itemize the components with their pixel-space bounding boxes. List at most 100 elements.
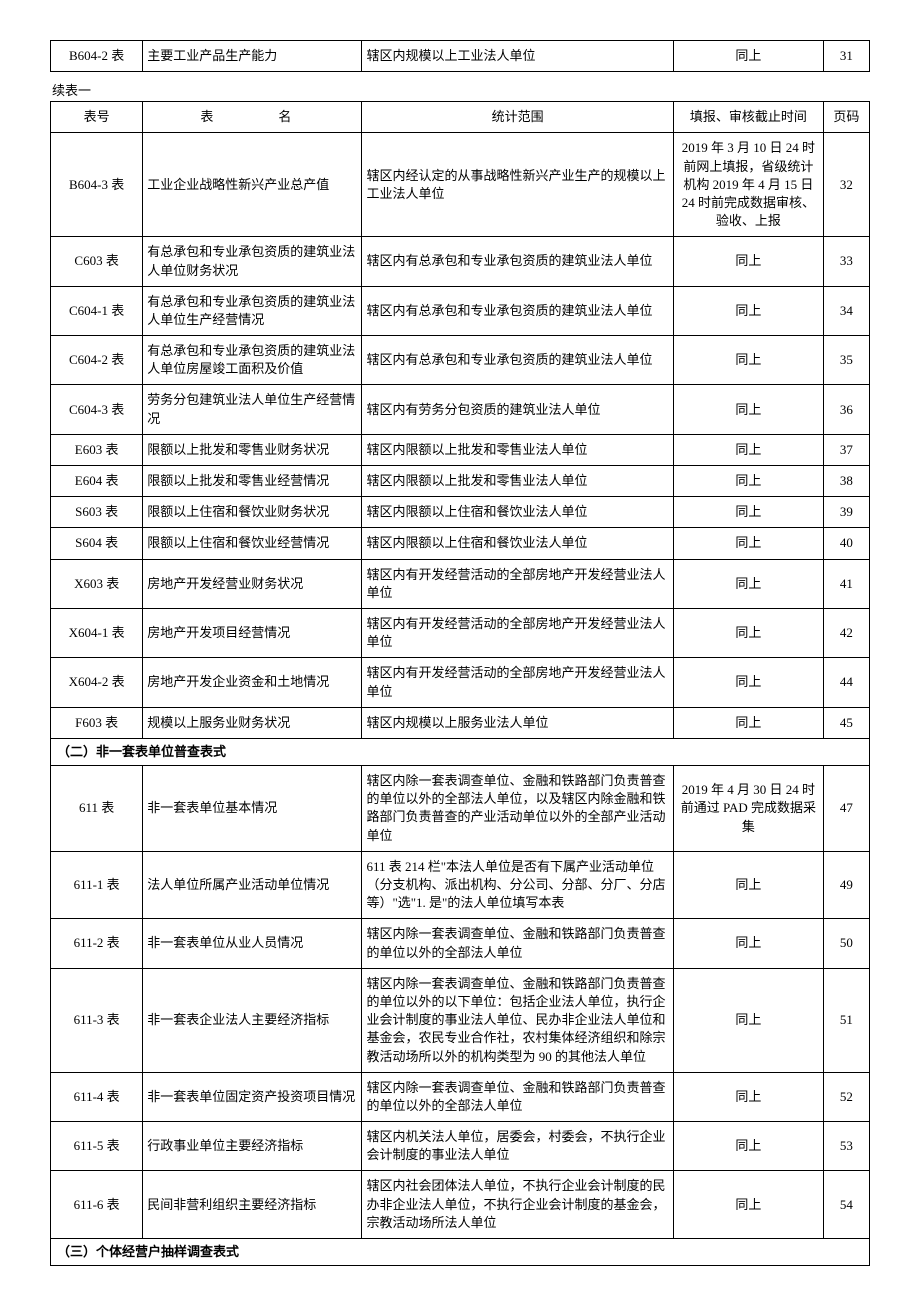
table-row: B604-2 表主要工业产品生产能力辖区内规模以上工业法人单位同上31 (51, 41, 870, 72)
cell-tname: 非一套表单位基本情况 (143, 766, 362, 852)
cell-tno: 611-1 表 (51, 851, 143, 919)
cell-page: 37 (823, 434, 869, 465)
header-page: 页码 (823, 102, 869, 133)
cell-tname: 限额以上住宿和餐饮业财务状况 (143, 497, 362, 528)
table-row: 611-2 表非一套表单位从业人员情况辖区内除一套表调查单位、金融和铁路部门负责… (51, 919, 870, 968)
cell-scope: 辖区内规模以上工业法人单位 (362, 41, 673, 72)
table-row: 611 表非一套表单位基本情况辖区内除一套表调查单位、金融和铁路部门负责普查的单… (51, 766, 870, 852)
header-scope: 统计范围 (362, 102, 673, 133)
cell-page: 33 (823, 237, 869, 286)
cell-tno: E603 表 (51, 434, 143, 465)
table-row: 611-3 表非一套表企业法人主要经济指标辖区内除一套表调查单位、金融和铁路部门… (51, 968, 870, 1072)
cell-tno: C604-1 表 (51, 286, 143, 335)
cell-scope: 辖区内除一套表调查单位、金融和铁路部门负责普查的单位以外的全部法人单位 (362, 1072, 673, 1121)
cell-page: 45 (823, 707, 869, 738)
cell-page: 40 (823, 528, 869, 559)
table-row: 611-1 表法人单位所属产业活动单位情况611 表 214 栏"本法人单位是否… (51, 851, 870, 919)
table-row: C604-1 表有总承包和专业承包资质的建筑业法人单位生产经营情况辖区内有总承包… (51, 286, 870, 335)
cell-tno: 611-2 表 (51, 919, 143, 968)
cell-page: 50 (823, 919, 869, 968)
cell-deadline: 同上 (673, 608, 823, 657)
table-row: C604-3 表劳务分包建筑业法人单位生产经营情况辖区内有劳务分包资质的建筑业法… (51, 385, 870, 434)
continue-label: 续表一 (52, 80, 870, 99)
cell-tno: C604-3 表 (51, 385, 143, 434)
table-row: 611-5 表行政事业单位主要经济指标辖区内机关法人单位，居委会，村委会，不执行… (51, 1122, 870, 1171)
cell-page: 34 (823, 286, 869, 335)
cell-tname: 房地产开发项目经营情况 (143, 608, 362, 657)
cell-tno: C604-2 表 (51, 336, 143, 385)
cell-page: 47 (823, 766, 869, 852)
cell-deadline: 同上 (673, 707, 823, 738)
cell-scope: 辖区内限额以上批发和零售业法人单位 (362, 466, 673, 497)
cell-scope: 辖区内除一套表调查单位、金融和铁路部门负责普查的单位以外的全部法人单位 (362, 919, 673, 968)
cell-tname: 限额以上批发和零售业财务状况 (143, 434, 362, 465)
section-title-cell: （三）个体经营户抽样调查表式 (51, 1239, 870, 1266)
cell-scope: 辖区内除一套表调查单位、金融和铁路部门负责普查的单位以外的全部法人单位，以及辖区… (362, 766, 673, 852)
cell-deadline: 同上 (673, 466, 823, 497)
cell-tno: B604-2 表 (51, 41, 143, 72)
cell-page: 49 (823, 851, 869, 919)
cell-page: 39 (823, 497, 869, 528)
cell-scope: 辖区内经认定的从事战略性新兴产业生产的规模以上工业法人单位 (362, 133, 673, 237)
table-row: C603 表有总承包和专业承包资质的建筑业法人单位财务状况辖区内有总承包和专业承… (51, 237, 870, 286)
cell-page: 41 (823, 559, 869, 608)
cell-page: 35 (823, 336, 869, 385)
cell-deadline: 同上 (673, 286, 823, 335)
cell-deadline: 同上 (673, 1072, 823, 1121)
cell-tname: 非一套表单位从业人员情况 (143, 919, 362, 968)
table-row: S603 表限额以上住宿和餐饮业财务状况辖区内限额以上住宿和餐饮业法人单位同上3… (51, 497, 870, 528)
main-table-body: 表号 表 名 统计范围 填报、审核截止时间 页码 B604-3 表工业企业战略性… (51, 102, 870, 1266)
cell-deadline: 同上 (673, 237, 823, 286)
table-row: C604-2 表有总承包和专业承包资质的建筑业法人单位房屋竣工面积及价值辖区内有… (51, 336, 870, 385)
header-tname: 表 名 (143, 102, 362, 133)
cell-deadline: 同上 (673, 1171, 823, 1239)
cell-tname: 劳务分包建筑业法人单位生产经营情况 (143, 385, 362, 434)
table-row: B604-3 表工业企业战略性新兴产业总产值辖区内经认定的从事战略性新兴产业生产… (51, 133, 870, 237)
main-table: 表号 表 名 统计范围 填报、审核截止时间 页码 B604-3 表工业企业战略性… (50, 101, 870, 1266)
cell-scope: 辖区内有总承包和专业承包资质的建筑业法人单位 (362, 237, 673, 286)
cell-tno: 611-5 表 (51, 1122, 143, 1171)
top-table: B604-2 表主要工业产品生产能力辖区内规模以上工业法人单位同上31 (50, 40, 870, 72)
cell-deadline: 同上 (673, 336, 823, 385)
cell-scope: 辖区内限额以上住宿和餐饮业法人单位 (362, 497, 673, 528)
section-title-cell: （二）非一套表单位普查表式 (51, 738, 870, 765)
cell-scope: 辖区内机关法人单位，居委会，村委会，不执行企业会计制度的事业法人单位 (362, 1122, 673, 1171)
cell-tno: S603 表 (51, 497, 143, 528)
cell-deadline: 同上 (673, 919, 823, 968)
cell-scope: 辖区内有总承包和专业承包资质的建筑业法人单位 (362, 336, 673, 385)
table-row: X604-1 表房地产开发项目经营情况辖区内有开发经营活动的全部房地产开发经营业… (51, 608, 870, 657)
cell-scope: 辖区内限额以上批发和零售业法人单位 (362, 434, 673, 465)
cell-scope: 辖区内有开发经营活动的全部房地产开发经营业法人单位 (362, 559, 673, 608)
section-title-row: （二）非一套表单位普查表式 (51, 738, 870, 765)
cell-tname: 民间非营利组织主要经济指标 (143, 1171, 362, 1239)
cell-deadline: 同上 (673, 385, 823, 434)
top-table-body: B604-2 表主要工业产品生产能力辖区内规模以上工业法人单位同上31 (51, 41, 870, 72)
cell-tname: 房地产开发经营业财务状况 (143, 559, 362, 608)
cell-page: 32 (823, 133, 869, 237)
cell-tno: 611-4 表 (51, 1072, 143, 1121)
cell-tno: C603 表 (51, 237, 143, 286)
cell-tname: 限额以上住宿和餐饮业经营情况 (143, 528, 362, 559)
cell-page: 36 (823, 385, 869, 434)
table-row: S604 表限额以上住宿和餐饮业经营情况辖区内限额以上住宿和餐饮业法人单位同上4… (51, 528, 870, 559)
cell-scope: 611 表 214 栏"本法人单位是否有下属产业活动单位（分支机构、派出机构、分… (362, 851, 673, 919)
table-row: E603 表限额以上批发和零售业财务状况辖区内限额以上批发和零售业法人单位同上3… (51, 434, 870, 465)
cell-page: 44 (823, 658, 869, 707)
table-row: E604 表限额以上批发和零售业经营情况辖区内限额以上批发和零售业法人单位同上3… (51, 466, 870, 497)
cell-page: 31 (823, 41, 869, 72)
section-title-row: （三）个体经营户抽样调查表式 (51, 1239, 870, 1266)
cell-scope: 辖区内有开发经营活动的全部房地产开发经营业法人单位 (362, 658, 673, 707)
cell-deadline: 同上 (673, 968, 823, 1072)
cell-deadline: 同上 (673, 41, 823, 72)
cell-page: 52 (823, 1072, 869, 1121)
cell-tno: S604 表 (51, 528, 143, 559)
cell-tno: X603 表 (51, 559, 143, 608)
cell-scope: 辖区内有劳务分包资质的建筑业法人单位 (362, 385, 673, 434)
cell-deadline: 同上 (673, 559, 823, 608)
cell-page: 53 (823, 1122, 869, 1171)
table-row: F603 表规模以上服务业财务状况辖区内规模以上服务业法人单位同上45 (51, 707, 870, 738)
cell-tname: 房地产开发企业资金和土地情况 (143, 658, 362, 707)
cell-tname: 有总承包和专业承包资质的建筑业法人单位财务状况 (143, 237, 362, 286)
cell-tname: 有总承包和专业承包资质的建筑业法人单位生产经营情况 (143, 286, 362, 335)
cell-deadline: 同上 (673, 658, 823, 707)
